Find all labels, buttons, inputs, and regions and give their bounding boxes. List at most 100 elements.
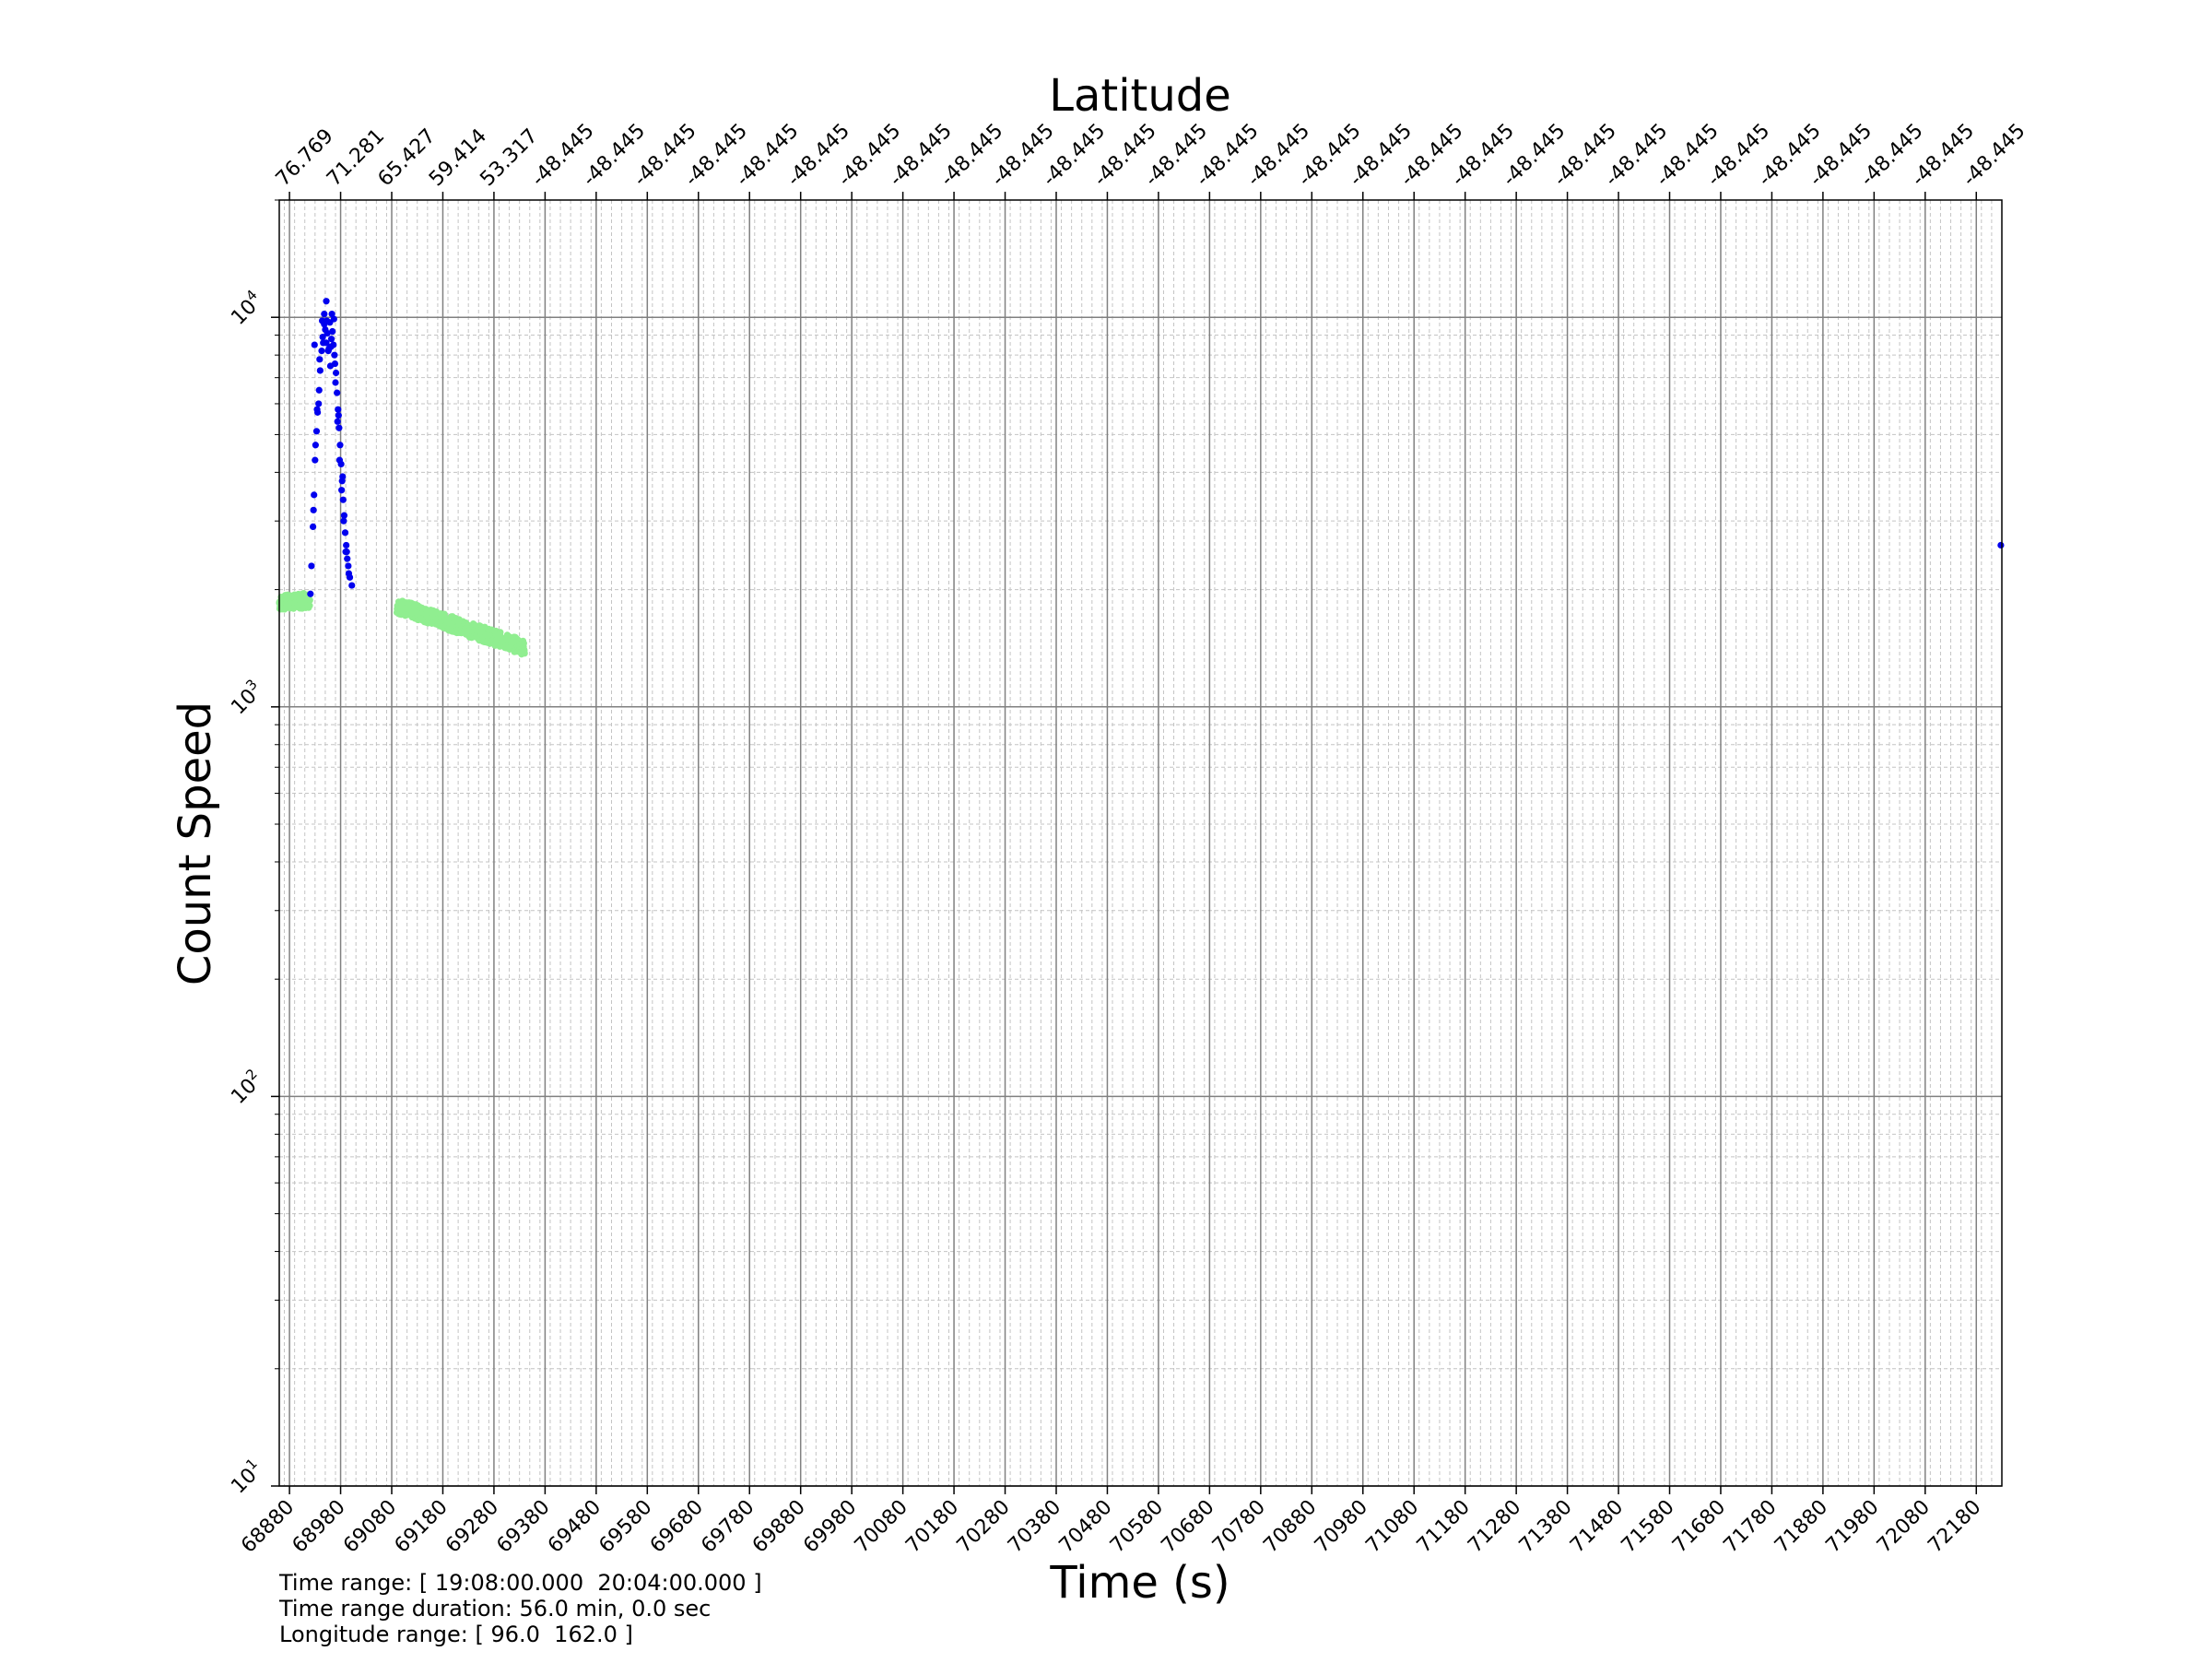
x-tick-label: 70580 (1106, 1496, 1168, 1558)
data-point-blue (334, 418, 341, 425)
data-point-green (521, 650, 528, 657)
data-point-blue (327, 343, 335, 350)
top-tick-layer: 76.76971.28165.42759.41453.317-48.445-48… (272, 120, 2030, 200)
data-point-blue (335, 456, 344, 464)
x-tick-label: 69880 (748, 1496, 810, 1558)
x-tick-label: 69180 (391, 1496, 453, 1558)
x-axis-label: Time (s) (1049, 1557, 1230, 1609)
y-tick-label: 104 (224, 287, 267, 330)
x-tick-label: 69680 (646, 1496, 708, 1558)
data-point-blue (313, 406, 321, 413)
data-point-blue (315, 386, 323, 394)
x-tick-label: 71280 (1464, 1496, 1525, 1558)
time-range-text: Time range: [ 19:08:00.000 20:04:00.000 … (279, 1570, 762, 1596)
data-point-blue (312, 456, 319, 464)
data-point-blue (318, 317, 326, 324)
plot-frame (278, 199, 2003, 1487)
x-tick-label: 68980 (288, 1496, 350, 1558)
x-tick-label: 69280 (441, 1496, 503, 1558)
data-point-green (306, 602, 313, 609)
x-tick-label: 70680 (1157, 1496, 1218, 1558)
data-point-blue (311, 491, 318, 499)
data-point-blue (321, 310, 328, 318)
y-axis-label: Count Speed (170, 702, 221, 985)
x-tick-label: 70480 (1055, 1496, 1117, 1558)
x-tick-label: 69780 (697, 1496, 759, 1558)
data-point-green (306, 596, 313, 604)
x-tick-label: 69980 (799, 1496, 861, 1558)
data-point-blue (323, 317, 331, 324)
x-tick-label: 69580 (594, 1496, 656, 1558)
x-tick-label: 71180 (1413, 1496, 1475, 1558)
data-point-blue (343, 541, 350, 549)
x-tick-label: 70980 (1311, 1496, 1372, 1558)
data-point-blue (312, 442, 319, 449)
data-point-blue (318, 348, 325, 355)
data-point-blue (335, 406, 342, 413)
x-tick-label: 72080 (1873, 1496, 1935, 1558)
x-tick-label: 69080 (339, 1496, 401, 1558)
data-point-blue (1997, 541, 2005, 549)
x-tick-label: 68880 (237, 1496, 299, 1558)
data-point-blue (308, 562, 315, 570)
x-tick-label: 71880 (1771, 1496, 1832, 1558)
x-tick-label: 72180 (1924, 1496, 1985, 1558)
data-point-blue (323, 298, 330, 305)
data-point-blue (316, 367, 324, 374)
data-point-blue (335, 412, 342, 419)
top-axis-label: Latitude (1049, 70, 1231, 122)
data-point-blue (319, 334, 326, 341)
data-point-blue (327, 336, 335, 343)
x-tick-label: 71480 (1566, 1496, 1628, 1558)
x-tick-label: 70180 (901, 1496, 963, 1558)
data-point-blue (338, 487, 346, 494)
data-point-blue (331, 351, 338, 359)
longitude-range-text: Longitude range: [ 96.0 162.0 ] (279, 1622, 633, 1647)
data-point-blue (310, 506, 317, 513)
data-point-blue (335, 424, 343, 431)
y-tick-label: 101 (224, 1455, 267, 1498)
x-tick-label: 69380 (492, 1496, 554, 1558)
data-point-blue (345, 570, 353, 577)
x-tick-label: 70280 (953, 1496, 1015, 1558)
data-point-blue (316, 356, 324, 363)
x-tick-label: 71980 (1821, 1496, 1883, 1558)
data-point-green (497, 629, 504, 636)
x-tick-label: 70780 (1208, 1496, 1270, 1558)
data-point-blue (329, 327, 336, 336)
grid-layer (279, 199, 2002, 1487)
data-point-blue (341, 529, 349, 537)
data-point-blue (344, 555, 351, 562)
data-point-blue (331, 360, 339, 368)
data-point-blue (345, 562, 352, 570)
y-tick-label: 102 (224, 1066, 267, 1109)
data-point-blue (332, 379, 339, 386)
x-tick-layer: 6888068980690806918069280693806948069580… (237, 1486, 1986, 1558)
x-tick-label: 70380 (1004, 1496, 1065, 1558)
data-point-blue (336, 442, 344, 449)
x-tick-label: 71380 (1515, 1496, 1577, 1558)
points-layer (276, 298, 2005, 658)
data-point-blue (315, 400, 323, 407)
data-point-blue (307, 590, 314, 597)
y-tick-label: 103 (224, 676, 267, 719)
data-point-blue (339, 473, 347, 480)
data-point-blue (340, 512, 348, 519)
data-point-green (520, 640, 527, 647)
x-tick-label: 71780 (1719, 1496, 1781, 1558)
time-duration-text: Time range duration: 56.0 min, 0.0 sec (279, 1596, 712, 1622)
x-tick-label: 71580 (1618, 1496, 1679, 1558)
x-tick-label: 70080 (851, 1496, 912, 1558)
x-tick-label: 71080 (1361, 1496, 1423, 1558)
data-point-blue (330, 315, 337, 323)
data-point-blue (332, 369, 340, 377)
data-point-blue (320, 339, 327, 347)
data-point-blue (340, 517, 347, 525)
data-point-blue (334, 389, 341, 396)
data-point-blue (343, 548, 350, 556)
x-tick-label: 69480 (544, 1496, 606, 1558)
data-point-blue (328, 310, 335, 318)
data-point-blue (310, 523, 317, 531)
